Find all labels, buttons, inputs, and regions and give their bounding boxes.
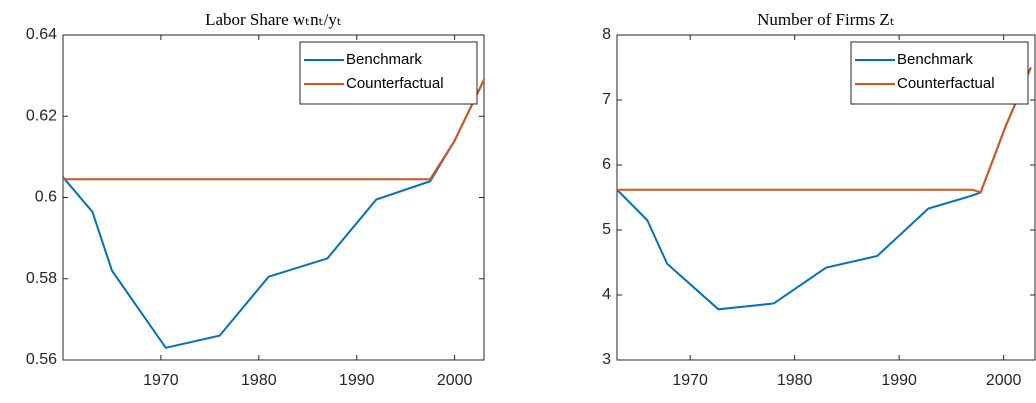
y-tick-label: 8 xyxy=(602,26,611,43)
x-tick-label: 1990 xyxy=(339,372,375,389)
data-line xyxy=(63,79,484,181)
legend-label: Counterfactual xyxy=(346,75,444,92)
chart-title: Labor Share wₜnₜ/yₜ xyxy=(205,10,342,29)
y-tick-label: 7 xyxy=(602,91,611,108)
y-tick-label: 0.62 xyxy=(26,107,57,124)
y-tick-label: 4 xyxy=(602,286,611,303)
chart: Number of Firms Zₜ 3 4 5 6 7 8 1970 1980 1990 2000… xyxy=(602,10,1036,389)
x-tick-label: 1990 xyxy=(881,372,917,389)
chart-title: Number of Firms Zₜ xyxy=(757,10,895,29)
y-tick-label: 0.56 xyxy=(26,351,57,368)
y-tick-label: 0.58 xyxy=(26,270,57,287)
x-tick-label: 1970 xyxy=(143,372,179,389)
y-tick-label: 3 xyxy=(602,351,611,368)
x-tick-label: 1980 xyxy=(241,372,277,389)
chart: Labor Share wₜnₜ/yₜ 0.56 0.58 0.6 0.62 0.64 19… xyxy=(26,10,485,389)
legend-box xyxy=(299,41,478,105)
legend-label: Counterfactual xyxy=(897,75,995,92)
x-tick-label: 2000 xyxy=(986,372,1022,389)
x-tick-label: 2000 xyxy=(437,372,473,389)
y-tick-label: 5 xyxy=(602,221,611,238)
y-tick-label: 6 xyxy=(602,156,611,173)
legend-label: Benchmark xyxy=(346,51,422,68)
legend-label: Benchmark xyxy=(897,51,973,68)
legend-box xyxy=(850,41,1029,105)
y-tick-label: 0.6 xyxy=(35,189,57,206)
x-tick-label: 1980 xyxy=(777,372,813,389)
x-tick-label: 1970 xyxy=(672,372,708,389)
data-line xyxy=(617,67,1032,194)
y-tick-label: 0.64 xyxy=(26,26,57,43)
